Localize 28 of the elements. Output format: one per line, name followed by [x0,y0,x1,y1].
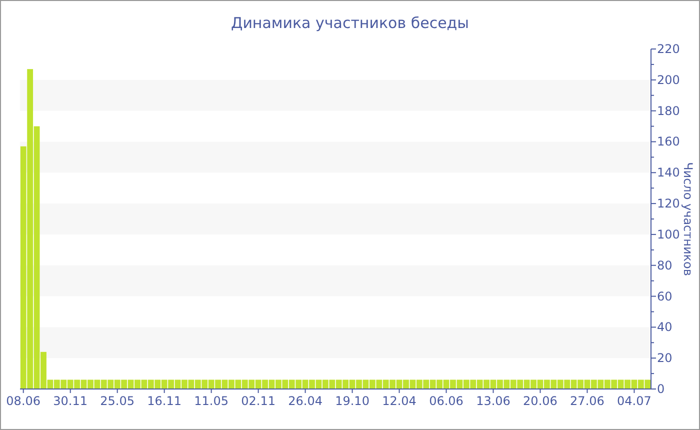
y-tick-label: 0 [657,382,665,396]
x-tick-label: 12.04 [382,394,416,408]
x-tick-label: 06.06 [429,394,464,408]
x-tick-label: 13.06 [476,394,510,408]
y-tick-label: 160 [657,134,680,149]
y-tick-label: 200 [657,72,680,87]
y-tick-label: 120 [657,196,680,211]
x-tick-label: 30.11 [53,394,88,408]
y-tick-label: 180 [657,104,680,118]
y-tick-label: 220 [657,42,680,56]
x-tick-label: 11.05 [194,394,228,408]
x-tick-label: 20.06 [523,394,558,408]
y-tick-label: 140 [657,166,680,180]
y-tick-label: 40 [657,320,672,334]
x-tick-label: 04.07 [617,394,652,408]
x-tick-label: 08.06 [6,394,41,408]
y-tick-label: 20 [657,351,672,366]
y-tick-label: 100 [657,227,680,242]
x-tick-label: 27.06 [570,394,604,408]
x-tick-label: 25.05 [100,394,135,408]
x-tick-label: 19.10 [335,394,370,408]
y-tick-label: 80 [657,258,672,272]
y-axis-title: Число участников [681,162,695,276]
y-tick-label: 60 [657,289,672,304]
x-tick-label: 26.04 [288,394,322,408]
x-tick-label: 02.11 [241,394,276,408]
chart-title: Динамика участников беседы [230,14,470,32]
x-tick-label: 16.11 [147,394,182,408]
